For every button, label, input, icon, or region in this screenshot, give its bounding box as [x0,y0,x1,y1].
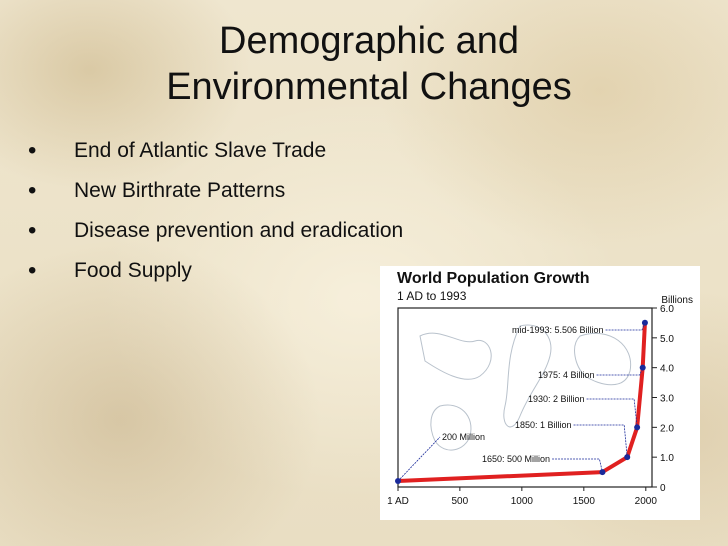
chart-subtitle: 1 AD to 1993 [397,289,467,303]
x-tick-label: 1 AD [387,496,409,507]
annotation-leader [586,398,638,428]
data-point [624,454,631,461]
data-point [641,319,648,326]
bullet-item: • End of Atlantic Slave Trade [28,136,403,176]
annotation-leader [573,424,628,458]
chart-title: World Population Growth [397,270,590,287]
map-background-shape [574,332,632,386]
bullet-item: • Disease prevention and eradication [28,216,403,256]
y-axis-label: Billions [661,295,693,306]
data-point [634,424,641,431]
annotation-label: mid-1993: 5.506 Billion [512,325,604,335]
population-series-line [397,322,647,484]
annotation-label: 1650: 500 Million [482,454,550,464]
annotation-label: 1850: 1 Billion [515,420,572,430]
bullet-text: New Birthrate Patterns [74,179,286,202]
map-background-shape [430,404,472,451]
annotation-label: 1975: 4 Billion [538,370,595,380]
annotation-leader [596,367,644,376]
x-tick-label: 1500 [573,496,596,507]
bullet-text: Food Supply [74,259,192,282]
annotation-label: 200 Million [442,432,485,442]
bullet-text: Disease prevention and eradication [74,219,404,242]
y-tick-label: 3.0 [660,394,674,405]
title-line-1: Demographic and [219,20,519,62]
annotation-leader [605,322,646,331]
bullet-list: • End of Atlantic Slave Trade • New Birthr… [28,136,403,296]
y-tick-label: 5.0 [660,334,674,345]
data-point [639,364,646,371]
y-tick-label: 6.0 [660,304,674,315]
map-background-shape [503,324,552,428]
bullet-dot-icon: • [28,177,37,204]
x-tick-label: 500 [452,496,469,507]
bullet-dot-icon: • [28,137,37,164]
y-tick-label: 1.0 [660,453,674,464]
slide-title: Demographic and Environmental Changes [0,18,728,110]
data-point [599,469,606,476]
bullet-item: • Food Supply [28,256,403,296]
annotation-leader [397,436,441,482]
bullet-text: End of Atlantic Slave Trade [74,139,327,162]
chart-svg: Billions 0 1.0 2.0 3.0 4.0 5.0 6.0 1 AD 500 1000 15… [387,295,693,507]
data-point [395,478,401,485]
bullet-dot-icon: • [28,217,37,244]
y-tick-label: 4.0 [660,364,674,375]
y-tick-label: 0 [660,483,666,494]
title-line-2: Environmental Changes [166,66,572,108]
annotation-leader [552,458,603,473]
y-tick-label: 2.0 [660,423,674,434]
map-background-shape [419,332,492,380]
x-tick-label: 2000 [635,496,658,507]
bullet-item: • New Birthrate Patterns [28,176,403,216]
annotation-label: 1930: 2 Billion [528,394,585,404]
bullet-dot-icon: • [28,257,37,284]
x-tick-label: 1000 [511,496,534,507]
population-chart: World Population Growth 1 AD to 1993 Bil… [380,266,700,520]
